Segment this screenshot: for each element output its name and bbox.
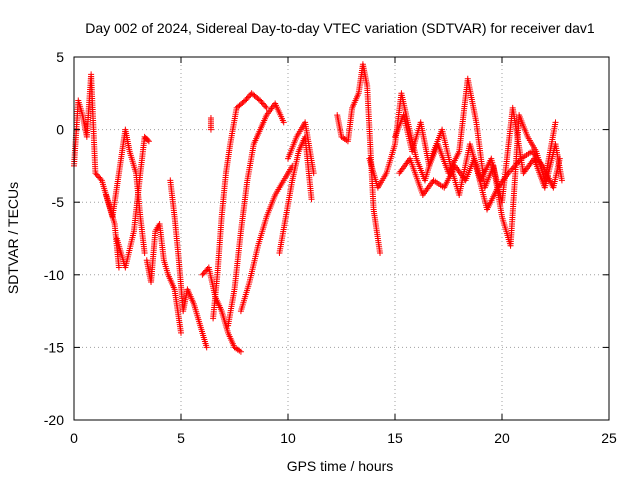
data-point — [257, 97, 264, 104]
y-tick-label: 0 — [56, 122, 64, 138]
data-point — [558, 177, 565, 184]
data-points — [71, 61, 565, 355]
x-tick-label: 10 — [280, 430, 296, 446]
data-point — [255, 96, 262, 103]
data-point — [178, 329, 184, 336]
data-point — [115, 264, 122, 271]
data-point — [144, 137, 151, 144]
chart-title: Day 002 of 2024, Sidereal Day-to-day VTE… — [85, 20, 595, 36]
data-point — [261, 101, 268, 108]
data-point — [97, 175, 104, 182]
data-point — [280, 119, 287, 126]
data-point — [237, 348, 244, 355]
data-point — [262, 103, 269, 110]
plot-frame — [73, 56, 610, 421]
data-point — [243, 96, 250, 103]
x-tick-label: 0 — [70, 430, 78, 446]
data-point — [244, 94, 251, 101]
data-point — [259, 100, 266, 107]
data-point — [310, 170, 317, 177]
data-point — [93, 171, 100, 178]
data-point — [203, 344, 210, 351]
data-point — [200, 270, 207, 277]
data-point — [199, 271, 206, 278]
y-tick-label: -10 — [44, 267, 64, 283]
x-tick-label: 5 — [177, 430, 185, 446]
data-point — [141, 250, 148, 257]
data-point — [94, 173, 101, 180]
data-point — [145, 138, 152, 145]
data-point — [552, 119, 559, 126]
data-point — [377, 250, 384, 257]
data-point — [240, 98, 247, 105]
data-point — [203, 267, 210, 274]
data-point — [263, 104, 270, 111]
data-point — [92, 170, 99, 177]
x-axis-label: GPS time / hours — [287, 458, 394, 474]
x-tick-label: 15 — [387, 430, 403, 446]
y-axis-label: SDTVAR / TECUs — [5, 182, 21, 294]
data-point — [96, 174, 103, 181]
data-point — [258, 99, 265, 106]
y-tick-label: -20 — [44, 412, 64, 428]
y-tick-label: 5 — [56, 49, 64, 65]
data-point — [246, 93, 253, 100]
data-point — [308, 196, 315, 203]
data-point — [242, 97, 249, 104]
data-point — [556, 155, 563, 162]
data-point — [207, 126, 214, 133]
axis-ticks: 0 5 10 15 20 25 -20 -15 -10 -5 0 5 — [44, 49, 617, 446]
y-tick-label: -5 — [52, 194, 65, 210]
grid — [74, 57, 609, 420]
y-tick-label: -15 — [44, 339, 64, 355]
x-tick-label: 25 — [601, 430, 617, 446]
x-tick-label: 20 — [494, 430, 510, 446]
